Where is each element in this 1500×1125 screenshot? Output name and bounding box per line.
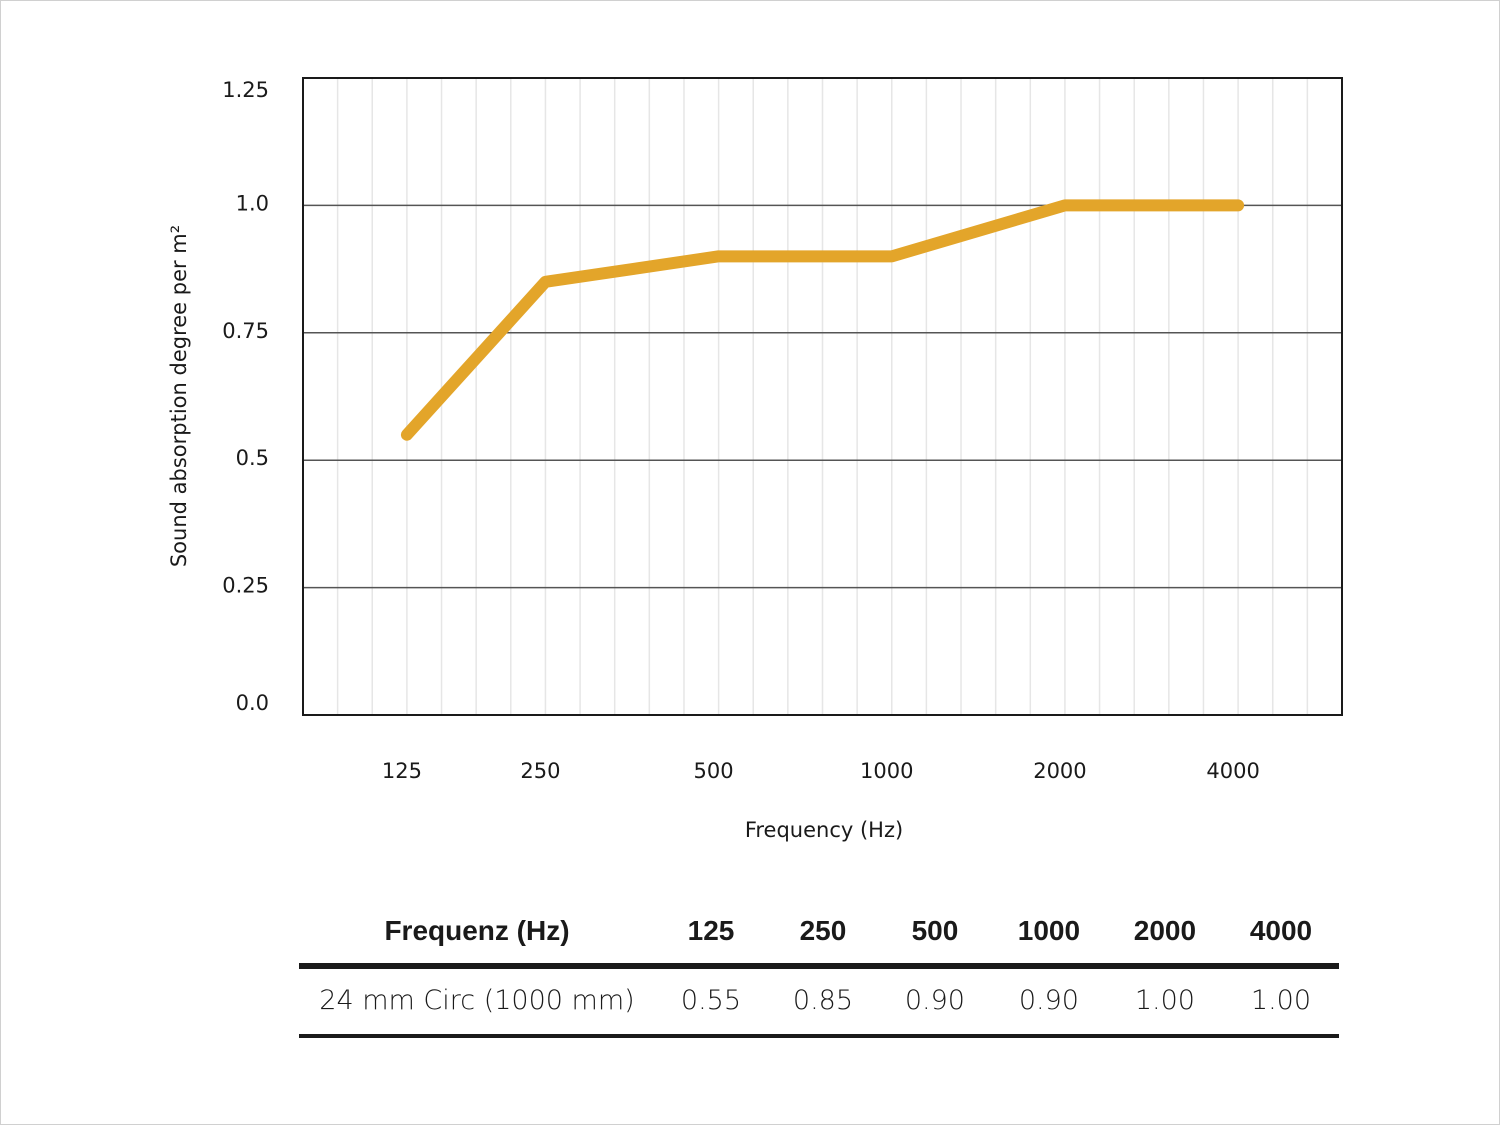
series-line [400,199,1245,441]
table-header-cell: 125 [655,901,767,969]
table-cell: 0.90 [878,966,991,1038]
table-header-row: Frequenz (Hz) 125 250 500 1000 2000 4000 [299,901,1339,969]
x-tick-label: 125 [382,759,422,783]
table-cell: 0.90 [990,966,1107,1038]
y-tick-label: 1.0 [236,191,269,215]
table-cell: 1.00 [1222,966,1339,1038]
plot-frame [302,77,1343,716]
table-cell: 1.00 [1106,966,1223,1038]
x-tick-label: 2000 [1033,759,1086,783]
table-row: 24 mm Circ (1000 mm) 0.55 0.85 0.90 0.90 1.00… [299,966,1339,1038]
y-tick-label: 0.0 [236,691,269,715]
y-tick-label: 1.25 [222,78,269,102]
table-cell: 0.85 [766,966,879,1038]
y-tick-label: 0.5 [236,446,269,470]
x-axis-label: Frequency (Hz) [745,818,903,842]
table-cell: 24 mm Circ (1000 mm) [299,966,655,1038]
table-header-cell: 1000 [990,901,1107,969]
y-tick-label: 0.75 [222,319,269,343]
y-axis-label: Sound absorption degree per m² [167,225,191,567]
table-cell: 0.55 [655,966,767,1038]
x-tick-label: 1000 [860,759,913,783]
x-tick-label: 500 [694,759,734,783]
table-header-cell: 500 [878,901,991,969]
y-tick-label: 0.25 [222,574,269,598]
vertical-gridlines [336,78,1309,715]
absorption-table: Frequenz (Hz) 125 250 500 1000 2000 4000 24 mm… [299,901,1339,1038]
line-chart: 0.0 0.25 0.5 0.75 1.0 1.25 125 250 500 1000 2000 4… [167,77,1343,842]
table-header-cell: 2000 [1106,901,1223,969]
table-header-cell: 4000 [1222,901,1339,969]
x-tick-label: 250 [520,759,560,783]
x-tick-label: 4000 [1206,759,1259,783]
table-header-cell: Frequenz (Hz) [299,901,655,969]
table-header-cell: 250 [766,901,879,969]
